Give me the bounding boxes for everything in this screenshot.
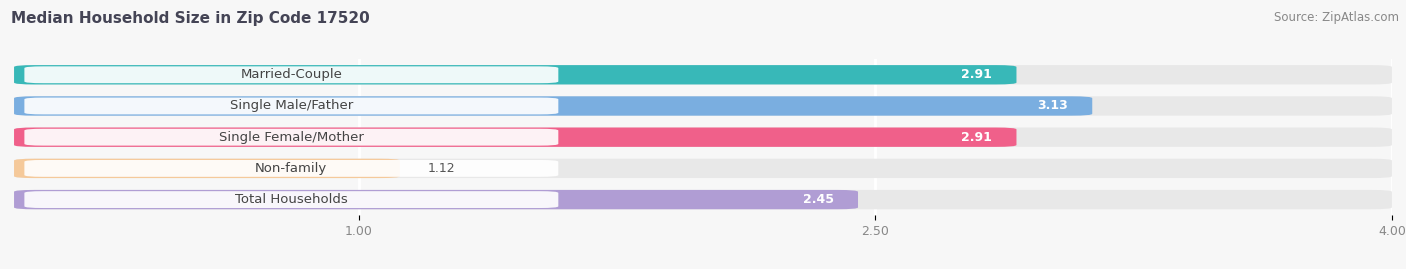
Text: Total Households: Total Households: [235, 193, 347, 206]
Text: Single Male/Father: Single Male/Father: [229, 100, 353, 112]
FancyBboxPatch shape: [14, 190, 858, 209]
Text: 2.91: 2.91: [962, 131, 993, 144]
FancyBboxPatch shape: [14, 96, 1092, 116]
FancyBboxPatch shape: [24, 191, 558, 208]
FancyBboxPatch shape: [14, 65, 1392, 84]
FancyBboxPatch shape: [14, 128, 1392, 147]
Text: Single Female/Mother: Single Female/Mother: [219, 131, 364, 144]
Text: 1.12: 1.12: [427, 162, 456, 175]
FancyBboxPatch shape: [14, 190, 1392, 209]
FancyBboxPatch shape: [24, 129, 558, 146]
FancyBboxPatch shape: [24, 160, 558, 177]
Text: 2.91: 2.91: [962, 68, 993, 81]
FancyBboxPatch shape: [14, 96, 1392, 116]
Text: Median Household Size in Zip Code 17520: Median Household Size in Zip Code 17520: [11, 11, 370, 26]
Text: Source: ZipAtlas.com: Source: ZipAtlas.com: [1274, 11, 1399, 24]
FancyBboxPatch shape: [24, 98, 558, 114]
FancyBboxPatch shape: [14, 159, 1392, 178]
Text: Non-family: Non-family: [256, 162, 328, 175]
Text: 2.45: 2.45: [803, 193, 834, 206]
FancyBboxPatch shape: [14, 128, 1017, 147]
Text: 3.13: 3.13: [1038, 100, 1069, 112]
Text: Married-Couple: Married-Couple: [240, 68, 342, 81]
FancyBboxPatch shape: [14, 159, 399, 178]
FancyBboxPatch shape: [14, 65, 1017, 84]
FancyBboxPatch shape: [24, 66, 558, 83]
